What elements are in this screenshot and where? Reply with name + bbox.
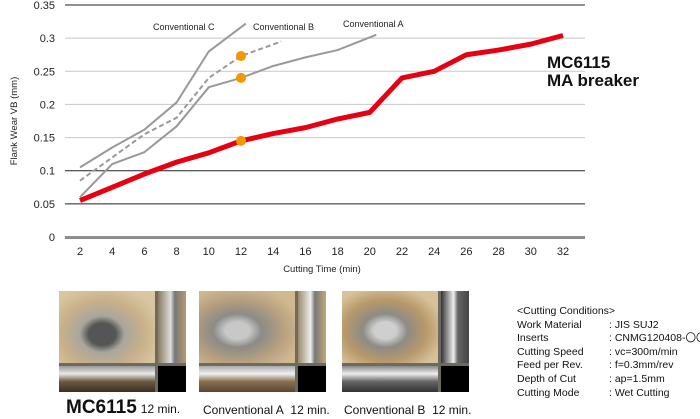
y-tick-label: 0.3 xyxy=(40,33,55,45)
x-tick-label: 6 xyxy=(141,246,147,258)
condition-row: Inserts : CNMG120408-〇〇 xyxy=(517,332,700,346)
series-label-conventional-c: Conventional C xyxy=(153,22,215,32)
series-label-conventional-b: Conventional B xyxy=(253,22,314,32)
x-tick-label: 32 xyxy=(557,246,569,258)
condition-key: Depth of Cut xyxy=(517,372,576,385)
condition-value: : f=0.3mm/rev xyxy=(609,359,674,372)
y-axis-label: Flank Wear VB (mm) xyxy=(9,77,20,166)
condition-value: : JIS SUJ2 xyxy=(609,318,659,331)
caption-title: MC6115 xyxy=(66,397,137,418)
series-label-conventional-a: Conventional A xyxy=(343,19,404,29)
series-label-ma-breaker: MA breaker xyxy=(547,71,639,90)
x-tick-label: 20 xyxy=(364,246,376,258)
x-tick-label: 4 xyxy=(109,246,115,258)
series-line-conventional-c xyxy=(79,22,247,169)
series-line-mc6115-ma-breaker xyxy=(79,33,564,203)
condition-row: Work Material : JIS SUJ2 xyxy=(517,319,700,333)
series-line-conventional-b xyxy=(79,40,282,182)
caption-time: 12 min. xyxy=(290,403,330,417)
y-tick-label: 0.05 xyxy=(34,199,55,211)
series-label-mc6115: MC6115 xyxy=(547,53,610,72)
condition-key: Inserts xyxy=(517,332,549,345)
x-tick-label: 14 xyxy=(267,246,279,258)
y-tick-label: 0.35 xyxy=(34,0,55,12)
series-line-conventional-a xyxy=(79,33,377,198)
x-tick-label: 12 xyxy=(235,246,247,258)
highlight-marker xyxy=(236,72,246,83)
highlight-marker xyxy=(236,135,246,146)
photo-mc6115 xyxy=(59,291,186,392)
y-tick-label: 0 xyxy=(49,232,55,244)
condition-value: : CNMG120408-〇〇 xyxy=(609,332,700,345)
condition-row: Cutting Speed : vc=300m/min xyxy=(517,346,700,360)
condition-key: Work Material xyxy=(517,318,582,331)
caption-title: Conventional A xyxy=(203,403,284,417)
y-tick-label: 0.2 xyxy=(40,99,55,111)
x-axis-label: Cutting Time (min) xyxy=(283,264,361,275)
condition-value: : Wet Cutting xyxy=(609,386,670,399)
caption-conventional-a: Conventional A 12 min. xyxy=(203,403,330,417)
condition-value: : ap=1.5mm xyxy=(609,372,665,385)
x-tick-label: 30 xyxy=(525,246,537,258)
condition-row: Feed per Rev. : f=0.3mm/rev xyxy=(517,359,700,373)
x-tick-label: 2 xyxy=(77,246,83,258)
x-tick-label: 28 xyxy=(492,246,504,258)
condition-row: Depth of Cut : ap=1.5mm xyxy=(517,373,700,387)
condition-row: Cutting Mode : Wet Cutting xyxy=(517,387,700,401)
highlight-marker xyxy=(236,51,246,62)
photo-conventional-b xyxy=(342,291,469,392)
condition-value: : vc=300m/min xyxy=(609,345,678,358)
photo-conventional-a xyxy=(199,291,326,392)
caption-conventional-b: Conventional B 12 min. xyxy=(344,403,471,417)
x-tick-label: 16 xyxy=(299,246,311,258)
x-tick-label: 10 xyxy=(203,246,215,258)
condition-key: Cutting Mode xyxy=(517,386,580,399)
caption-time: 12 min. xyxy=(432,403,472,417)
condition-key: Cutting Speed xyxy=(517,345,584,358)
flank-wear-chart: 00.050.10.150.20.250.30.352 4 6 8 10 12 14 16 18… xyxy=(9,0,639,275)
condition-key: Feed per Rev. xyxy=(517,359,583,372)
y-tick-label: 0.15 xyxy=(34,133,55,145)
caption-mc6115: MC6115 12 min. xyxy=(66,397,180,419)
conditions-heading: <Cutting Conditions> xyxy=(517,305,616,317)
caption-time: 12 min. xyxy=(140,402,181,416)
y-tick-label: 0.25 xyxy=(34,66,55,78)
x-tick-label: 24 xyxy=(428,246,440,258)
x-tick-label: 26 xyxy=(460,246,472,258)
y-tick-label: 0.1 xyxy=(40,166,55,178)
x-tick-label: 18 xyxy=(331,246,343,258)
x-tick-label: 8 xyxy=(174,246,180,258)
x-tick-label: 22 xyxy=(396,246,408,258)
caption-title: Conventional B xyxy=(344,403,426,417)
cutting-conditions: <Cutting Conditions> Work Material : JIS … xyxy=(517,305,700,400)
